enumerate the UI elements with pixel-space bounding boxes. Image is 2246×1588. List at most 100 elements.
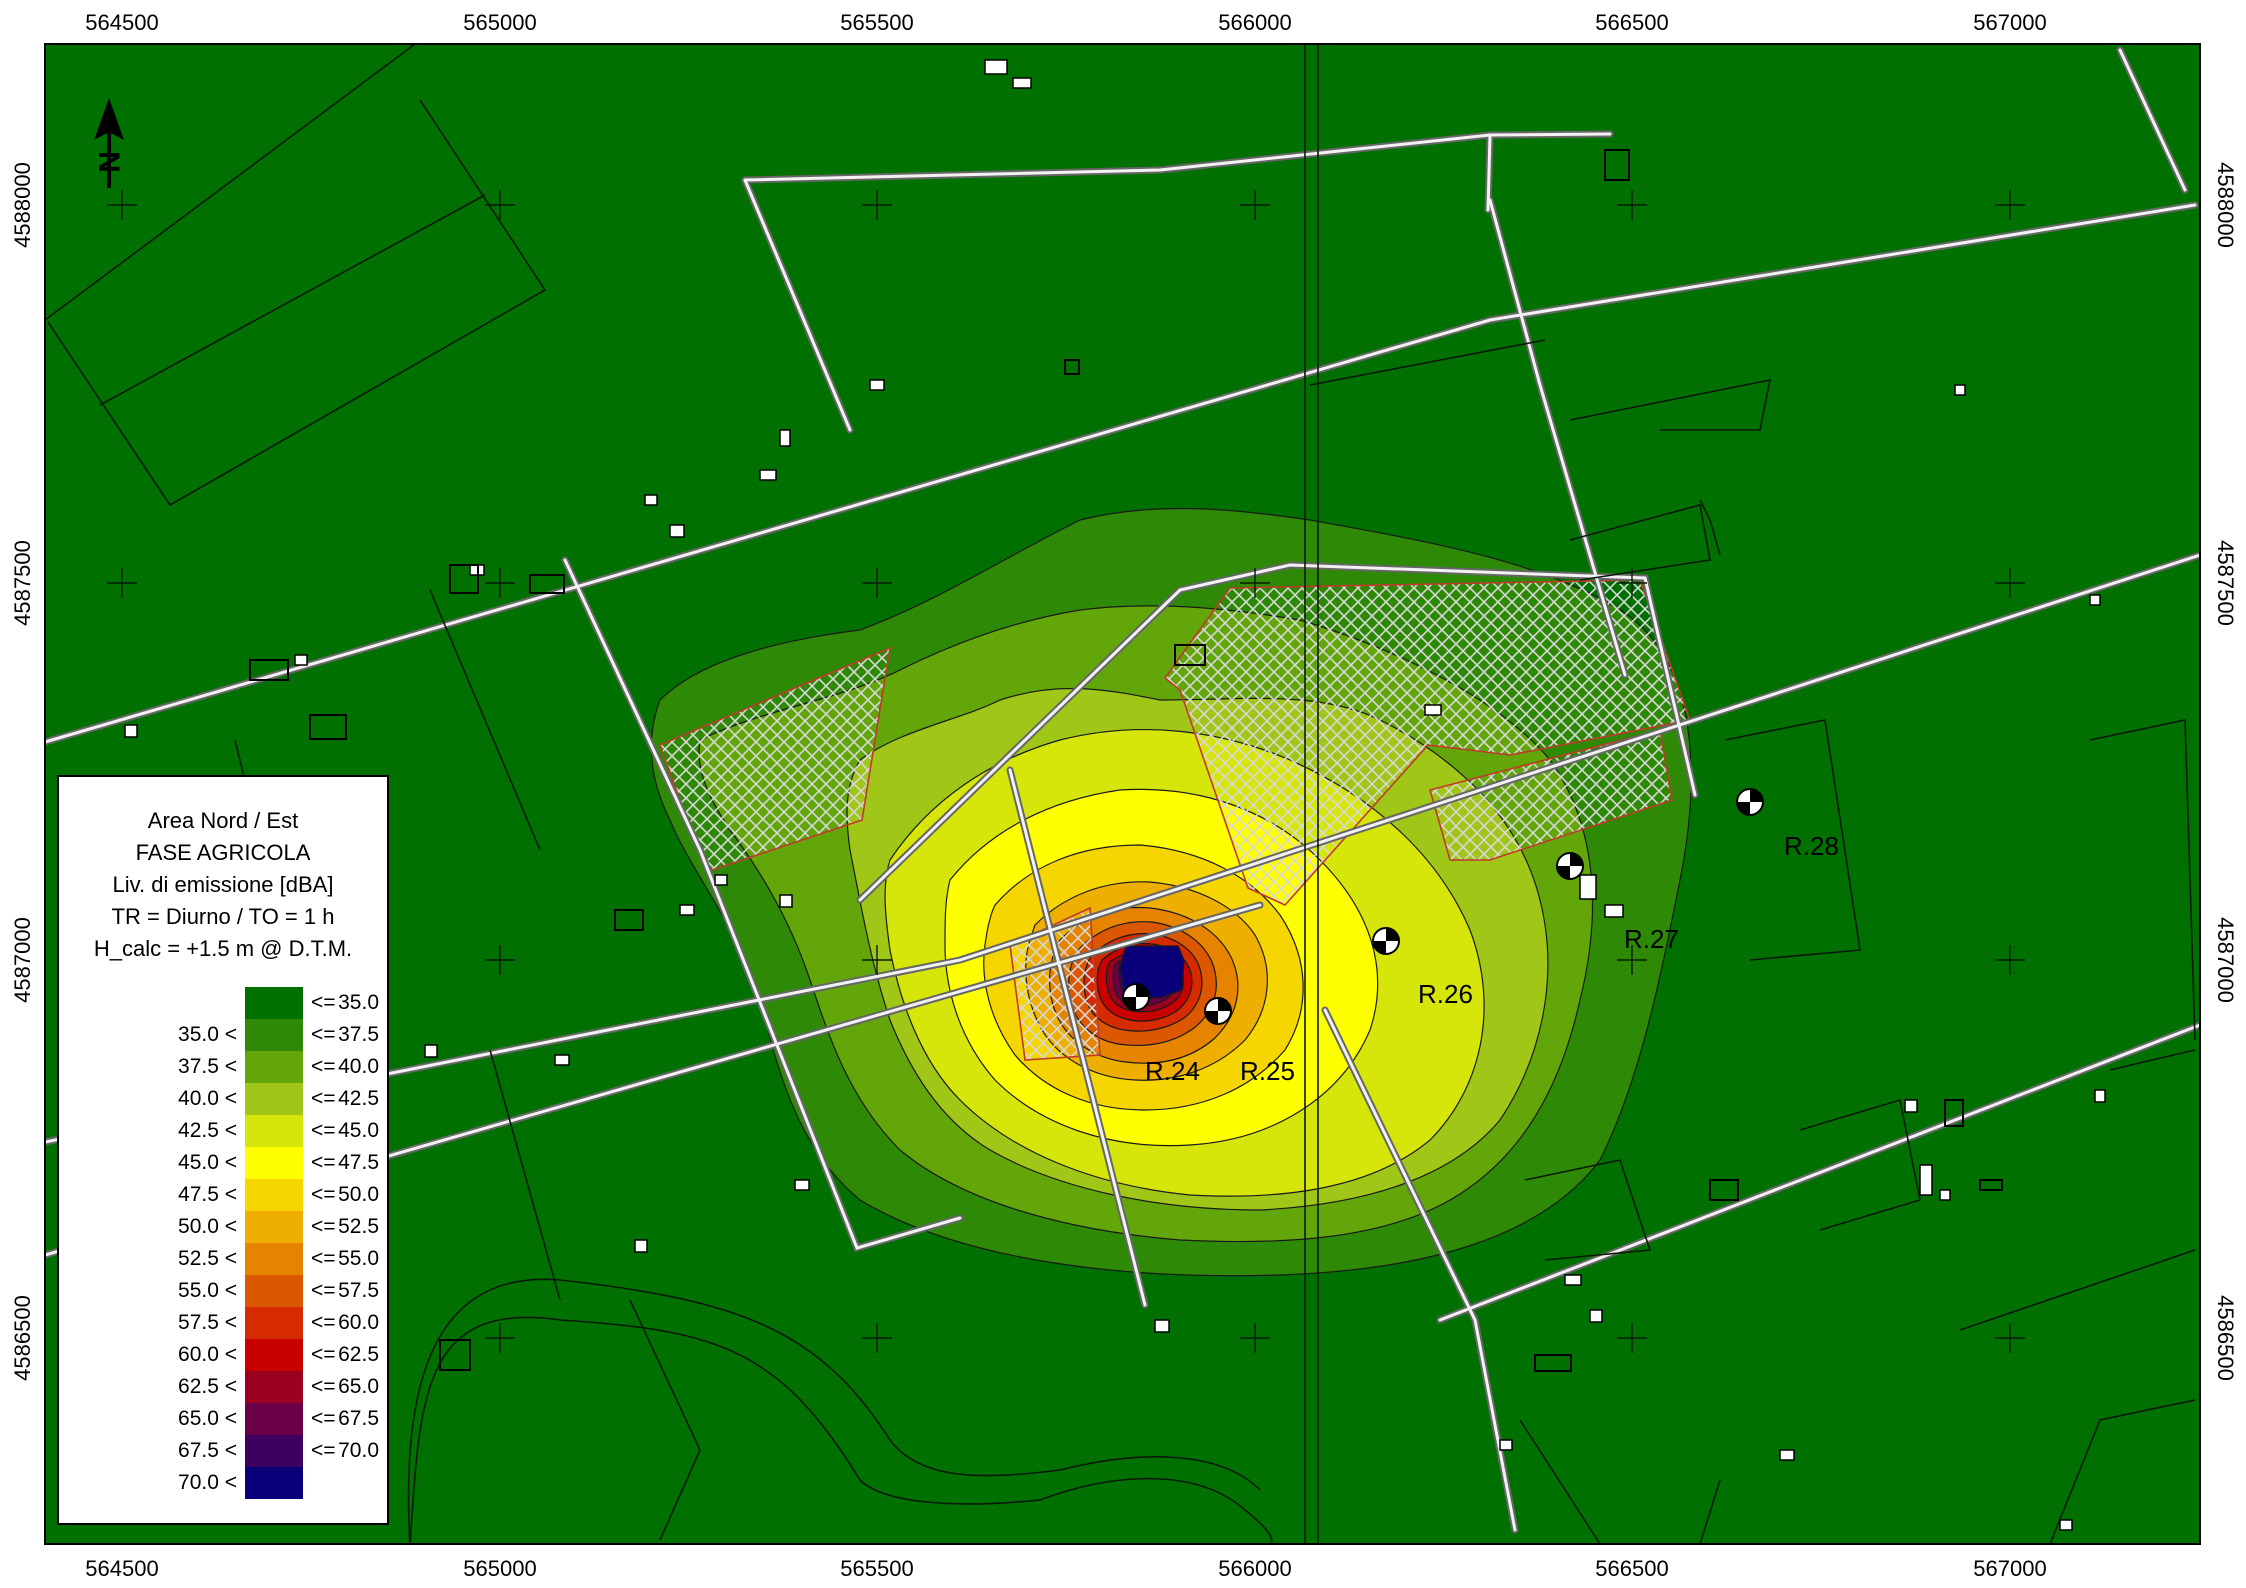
legend-lower-bound: 67.5 < bbox=[178, 1439, 237, 1462]
legend-panel: Area Nord / Est FASE AGRICOLA Liv. di em… bbox=[57, 775, 389, 1525]
y-tick-left: 4586500 bbox=[10, 1295, 35, 1381]
north-arrow-letter: N bbox=[92, 151, 125, 173]
y-tick-right: 4587500 bbox=[2213, 540, 2238, 626]
grid-crosses bbox=[107, 190, 2025, 1353]
legend-color-swatch bbox=[245, 1467, 303, 1499]
receiver-r28-marker[interactable] bbox=[1736, 788, 1764, 816]
buildings bbox=[124, 59, 2106, 1531]
x-tick-bottom: 566500 bbox=[1595, 1556, 1668, 1581]
legend-operator: <= bbox=[311, 1375, 336, 1398]
legend-row: 40.0 < <= 42.5 bbox=[59, 1083, 387, 1115]
legend-upper-bound: 37.5 bbox=[338, 1023, 379, 1046]
x-tick-top: 565000 bbox=[463, 10, 536, 35]
y-tick-left: 4587000 bbox=[10, 917, 35, 1003]
legend-color-swatch bbox=[245, 1115, 303, 1147]
building-outlines bbox=[249, 149, 2003, 1372]
legend-row: 37.5 < <= 40.0 bbox=[59, 1051, 387, 1083]
map-border bbox=[44, 43, 2201, 1545]
legend-operator: <= bbox=[311, 1247, 336, 1270]
x-axis-bottom: 564500 565000 565500 566000 566500 56700… bbox=[85, 1556, 2046, 1581]
receiver-label-r24: R.24 bbox=[1145, 1056, 1200, 1086]
legend-row: 70.0 < bbox=[59, 1467, 387, 1499]
legend-title: Area Nord / Est FASE AGRICOLA Liv. di em… bbox=[59, 805, 387, 965]
legend-upper-bound: 57.5 bbox=[338, 1279, 379, 1302]
legend-title-line: H_calc = +1.5 m @ D.T.M. bbox=[93, 936, 353, 961]
legend-lower-bound: 57.5 < bbox=[178, 1311, 237, 1334]
x-tick-bottom: 564500 bbox=[85, 1556, 158, 1581]
legend-row: <= 35.0 bbox=[59, 987, 387, 1019]
y-tick-right: 4588000 bbox=[2213, 162, 2238, 248]
legend-color-swatch bbox=[245, 1275, 303, 1307]
legend-upper-bound: 55.0 bbox=[338, 1247, 379, 1270]
y-axis-right: 4588000 4587500 4587000 4586500 bbox=[2213, 162, 2238, 1381]
legend-title-line: FASE AGRICOLA bbox=[135, 840, 311, 865]
receiver-r27-marker[interactable] bbox=[1556, 852, 1584, 880]
legend-color-swatch bbox=[245, 1083, 303, 1115]
legend-color-swatch bbox=[245, 1019, 303, 1051]
x-tick-top: 564500 bbox=[85, 10, 158, 35]
legend-row: 42.5 < <= 45.0 bbox=[59, 1115, 387, 1147]
x-axis-top: 564500 565000 565500 566000 566500 56700… bbox=[85, 10, 2046, 35]
x-tick-bottom: 565500 bbox=[840, 1556, 913, 1581]
legend-row: 55.0 < <= 57.5 bbox=[59, 1275, 387, 1307]
legend-color-swatch bbox=[245, 1435, 303, 1467]
x-tick-top: 565500 bbox=[840, 10, 913, 35]
legend-upper-bound: 40.0 bbox=[338, 1055, 379, 1078]
x-tick-bottom: 567000 bbox=[1973, 1556, 2046, 1581]
y-tick-left: 4588000 bbox=[10, 162, 35, 248]
legend-operator: <= bbox=[311, 1023, 336, 1046]
legend-color-swatch bbox=[245, 987, 303, 1019]
y-tick-right: 4586500 bbox=[2213, 1295, 2238, 1381]
x-tick-top: 566000 bbox=[1218, 10, 1291, 35]
y-tick-right: 4587000 bbox=[2213, 917, 2238, 1003]
legend-row: 60.0 < <= 62.5 bbox=[59, 1339, 387, 1371]
legend-color-swatch bbox=[245, 1243, 303, 1275]
receiver-label-r26: R.26 bbox=[1418, 979, 1473, 1009]
legend-lower-bound: 52.5 < bbox=[178, 1247, 237, 1270]
receiver-r25-marker[interactable] bbox=[1204, 997, 1232, 1025]
legend-lower-bound: 37.5 < bbox=[178, 1055, 237, 1078]
receiver-r24-marker[interactable] bbox=[1122, 983, 1150, 1011]
legend-operator: <= bbox=[311, 1055, 336, 1078]
legend-operator: <= bbox=[311, 1407, 336, 1430]
legend-upper-bound: 62.5 bbox=[338, 1343, 379, 1366]
legend-upper-bound: 45.0 bbox=[338, 1119, 379, 1142]
legend-lower-bound: 55.0 < bbox=[178, 1279, 237, 1302]
legend-lower-bound: 40.0 < bbox=[178, 1087, 237, 1110]
legend-lower-bound: 62.5 < bbox=[178, 1375, 237, 1398]
legend-operator: <= bbox=[311, 1215, 336, 1238]
legend-lower-bound: 65.0 < bbox=[178, 1407, 237, 1430]
legend-lower-bound: 47.5 < bbox=[178, 1183, 237, 1206]
legend-operator: <= bbox=[311, 1279, 336, 1302]
legend-operator: <= bbox=[311, 1119, 336, 1142]
legend-lower-bound: 70.0 < bbox=[178, 1471, 237, 1494]
x-tick-bottom: 566000 bbox=[1218, 1556, 1291, 1581]
legend-title-line: Liv. di emissione [dBA] bbox=[112, 872, 334, 897]
legend-row: 50.0 < <= 52.5 bbox=[59, 1211, 387, 1243]
y-axis-left: 4588000 4587500 4587000 4586500 bbox=[10, 162, 35, 1381]
legend-color-swatch bbox=[245, 1211, 303, 1243]
receiver-r26-marker[interactable] bbox=[1372, 927, 1400, 955]
legend-lower-bound: 50.0 < bbox=[178, 1215, 237, 1238]
legend-operator: <= bbox=[311, 1151, 336, 1174]
legend-row: 45.0 < <= 47.5 bbox=[59, 1147, 387, 1179]
receiver-label-r25: R.25 bbox=[1240, 1056, 1295, 1086]
legend-row: 67.5 < <= 70.0 bbox=[59, 1435, 387, 1467]
legend-color-swatch bbox=[245, 1179, 303, 1211]
legend-upper-bound: 35.0 bbox=[338, 991, 379, 1014]
legend-lower-bound: 60.0 < bbox=[178, 1343, 237, 1366]
legend-operator: <= bbox=[311, 1311, 336, 1334]
receivers: R.24 R.25 R.26 R.27 R.28 bbox=[1122, 788, 1839, 1086]
legend-lower-bound: 35.0 < bbox=[178, 1023, 237, 1046]
legend-upper-bound: 65.0 bbox=[338, 1375, 379, 1398]
y-tick-left: 4587500 bbox=[10, 540, 35, 626]
legend-title-line: TR = Diurno / TO = 1 h bbox=[111, 904, 335, 929]
legend-upper-bound: 70.0 bbox=[338, 1439, 379, 1462]
legend-row: 65.0 < <= 67.5 bbox=[59, 1403, 387, 1435]
legend-color-swatch bbox=[245, 1147, 303, 1179]
legend-color-swatch bbox=[245, 1371, 303, 1403]
x-tick-bottom: 565000 bbox=[463, 1556, 536, 1581]
legend-operator: <= bbox=[311, 1439, 336, 1462]
legend-title-line: Area Nord / Est bbox=[147, 808, 299, 833]
